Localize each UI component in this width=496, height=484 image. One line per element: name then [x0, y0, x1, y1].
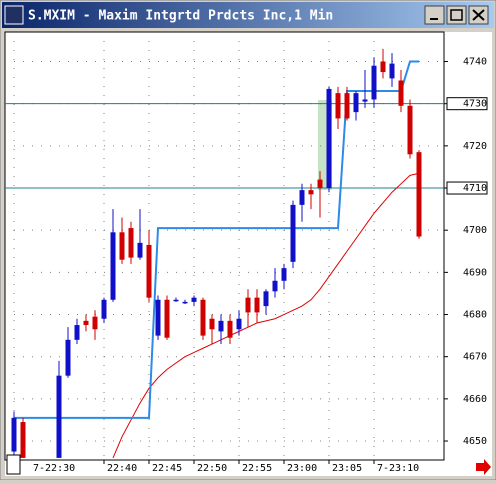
- candle-body: [245, 297, 251, 313]
- candle-body: [119, 232, 125, 260]
- y-tick-label: 4730: [463, 99, 487, 110]
- candle-body: [146, 244, 152, 298]
- candle-body: [281, 268, 287, 281]
- moving-average-line: [112, 172, 420, 459]
- y-tick-label: 4680: [463, 310, 487, 321]
- candle-body: [254, 297, 260, 313]
- candle-body: [164, 299, 170, 338]
- y-tick-label: 4690: [463, 267, 487, 278]
- candle-body: [218, 320, 224, 332]
- scroll-arrow[interactable]: [476, 459, 491, 475]
- close-glyph: [472, 9, 485, 21]
- candle-body: [272, 280, 278, 292]
- candle-body: [317, 179, 323, 189]
- axes: 4650 4660 4670 4680 4690 4700 4710 4720 4730 4740…: [13, 57, 488, 474]
- y-tick-label: 4720: [463, 141, 487, 152]
- y-tick-label: 4700: [463, 225, 487, 236]
- candle-body: [173, 299, 179, 302]
- candle-body: [209, 318, 215, 330]
- candle-body: [11, 417, 17, 452]
- stop-line: [14, 60, 419, 419]
- candle-body: [128, 228, 134, 258]
- window-title: S.MXIM - Maxim Intgrtd Prdcts Inc,1 Min: [28, 9, 333, 24]
- app-icon: [4, 5, 24, 25]
- x-tick-label: 22:55: [242, 463, 272, 474]
- candle-body: [182, 301, 188, 304]
- y-tick-label: 4670: [463, 352, 487, 363]
- candle-body: [299, 190, 305, 205]
- candle-body: [407, 105, 413, 155]
- candle-body: [353, 93, 359, 113]
- candle-body: [65, 339, 71, 376]
- candle-body: [362, 99, 368, 102]
- candle-body: [290, 204, 296, 262]
- candle-body: [389, 63, 395, 79]
- candle-body: [191, 297, 197, 302]
- candle-body: [92, 316, 98, 330]
- x-tick-label: 7-22:30: [33, 463, 75, 474]
- y-tick-highlight: [446, 181, 488, 195]
- candle-body: [83, 320, 89, 326]
- candle-body: [326, 88, 332, 189]
- candle-body: [308, 190, 314, 195]
- candle-body: [20, 422, 26, 458]
- candle-body: [101, 299, 107, 319]
- candle-body: [137, 242, 143, 258]
- candle-body: [380, 61, 386, 73]
- x-tick-label: 22:50: [197, 463, 227, 474]
- minimize-button[interactable]: [424, 5, 445, 25]
- candle-body: [56, 375, 62, 458]
- y-tick-label: 4650: [463, 436, 487, 447]
- candle-body: [155, 299, 161, 336]
- candle-body: [398, 80, 404, 106]
- candle-body: [227, 320, 233, 338]
- window-buttons: [424, 5, 489, 25]
- candle-body: [335, 93, 341, 119]
- candle-body: [416, 152, 422, 237]
- y-tick-label: 4710: [463, 183, 487, 194]
- plot-area: [5, 48, 444, 459]
- candle-body: [344, 93, 350, 119]
- plot-border: [4, 31, 445, 461]
- candle-body: [200, 299, 206, 336]
- candle-body: [74, 325, 80, 340]
- candle-body: [371, 65, 377, 100]
- maximize-glyph: [450, 9, 463, 21]
- candle-body: [236, 318, 242, 330]
- y-tick-highlight: [446, 97, 488, 111]
- y-tick-label: 4660: [463, 394, 487, 405]
- y-tick-label: 4740: [463, 57, 487, 68]
- x-tick-label: 23:00: [287, 463, 317, 474]
- scroll-box[interactable]: [6, 454, 21, 475]
- title-bar: [2, 2, 494, 28]
- x-tick-label: 23:05: [332, 463, 362, 474]
- x-tick-label: 7-23:10: [377, 463, 419, 474]
- candle-body: [110, 232, 116, 300]
- x-tick-label: 22:40: [107, 463, 137, 474]
- candle-body: [263, 291, 269, 307]
- chart-background: [5, 32, 492, 476]
- maximize-button[interactable]: [446, 5, 467, 25]
- x-tick-label: 22:45: [152, 463, 182, 474]
